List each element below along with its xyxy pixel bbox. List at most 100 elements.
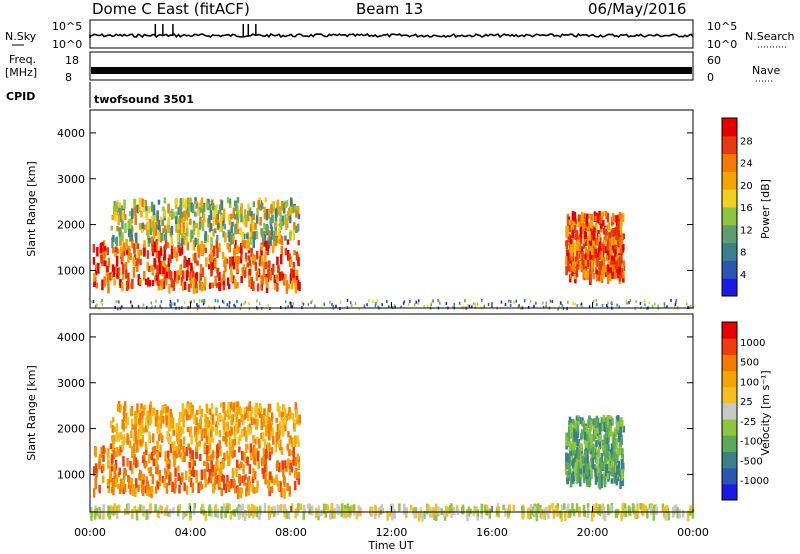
echo-cell: [237, 256, 240, 265]
colorbar-segment: [722, 338, 737, 355]
echo-cell: [641, 505, 645, 516]
echo-cell: [199, 424, 202, 434]
echo-cell: [509, 303, 512, 307]
echo-cell: [154, 305, 156, 309]
echo-cell: [276, 504, 279, 516]
echo-cell: [653, 504, 656, 514]
echo-cell: [249, 236, 252, 245]
echo-cell: [159, 261, 162, 270]
echo-cell: [264, 454, 267, 465]
echo-cell: [244, 252, 248, 259]
echo-cell: [291, 280, 294, 290]
echo-cell: [116, 446, 119, 455]
echo-cell: [123, 483, 127, 493]
echo-cell: [571, 471, 575, 482]
echo-cell: [103, 276, 106, 287]
power-colorbar-label: Power [dB]: [759, 179, 772, 239]
echo-cell: [266, 415, 269, 425]
colorbar-segment: [722, 153, 737, 172]
echo-cell: [289, 214, 292, 224]
echo-cell: [206, 234, 209, 243]
echo-cell: [295, 419, 299, 425]
echo-cell: [590, 214, 593, 225]
echo-cell: [572, 450, 575, 456]
echo-cell: [191, 462, 195, 474]
echo-cell: [208, 264, 211, 270]
echo-cell: [220, 200, 224, 211]
echo-cell: [566, 506, 569, 512]
echo-cell: [247, 508, 251, 518]
echo-cell: [216, 247, 219, 258]
echo-cell: [103, 240, 106, 247]
echo-cell: [542, 301, 544, 305]
echo-cell: [285, 413, 288, 422]
echo-cell: [185, 212, 188, 221]
echo-cell: [301, 305, 303, 309]
echo-cell: [275, 274, 278, 280]
echo-cell: [137, 440, 141, 447]
echo-cell: [161, 233, 164, 241]
echo-cell: [210, 475, 213, 484]
echo-cell: [609, 231, 612, 238]
echo-cell: [156, 481, 160, 490]
echo-cell: [182, 445, 185, 453]
echo-cell: [130, 234, 134, 241]
echo-cell: [95, 507, 98, 514]
echo-cell: [131, 278, 134, 289]
echo-cell: [596, 303, 598, 307]
echo-cell: [147, 277, 150, 286]
echo-cell: [229, 256, 232, 267]
echo-cell: [118, 202, 122, 213]
echo-cell: [246, 411, 250, 421]
echo-cell: [437, 299, 439, 303]
echo-cell: [222, 231, 225, 238]
echo-cell: [435, 510, 438, 521]
echo-cell: [297, 459, 301, 470]
echo-cell: [223, 208, 226, 218]
colorbar-tick-label: 24: [740, 159, 753, 170]
echo-cell: [607, 258, 610, 269]
echo-cell: [143, 451, 146, 459]
noise-trace: [89, 24, 694, 39]
echo-cell: [285, 300, 287, 304]
echo-cell: [288, 438, 291, 445]
echo-cell: [576, 473, 579, 480]
echo-cell: [576, 440, 579, 447]
echo-cell: [573, 225, 577, 234]
echo-cell: [239, 227, 242, 235]
echo-cell: [434, 503, 438, 510]
echo-cell: [265, 427, 268, 437]
echo-cell: [191, 270, 195, 278]
echo-cell: [559, 510, 562, 519]
echo-cell: [452, 305, 454, 309]
echo-cell: [604, 444, 607, 454]
echo-cell: [133, 243, 136, 254]
echo-cell: [580, 303, 582, 307]
echo-cell: [194, 252, 197, 264]
echo-cell: [234, 214, 237, 220]
echo-cell: [265, 240, 268, 250]
echo-cell: [227, 214, 230, 221]
echo-cell: [615, 233, 618, 240]
echo-cell: [138, 412, 142, 423]
echo-cell: [203, 301, 206, 304]
echo-cell: [236, 488, 240, 500]
echo-cell: [559, 301, 562, 305]
echo-cell: [145, 278, 148, 285]
echo-cell: [272, 241, 276, 247]
echo-cell: [246, 233, 249, 239]
echo-cell: [122, 487, 125, 494]
echo-cell: [96, 247, 99, 257]
echo-cell: [282, 278, 286, 286]
echo-cell: [134, 457, 138, 469]
echo-cell: [537, 503, 540, 514]
echo-cell: [239, 307, 242, 311]
echo-cell: [567, 425, 571, 435]
echo-cell: [568, 509, 571, 518]
echo-cell: [278, 421, 282, 431]
echo-cell: [194, 279, 198, 289]
echo-cell: [263, 418, 266, 428]
echo-cell: [194, 211, 197, 217]
echo-cell: [218, 243, 221, 253]
colorbar-segment: [722, 135, 737, 155]
